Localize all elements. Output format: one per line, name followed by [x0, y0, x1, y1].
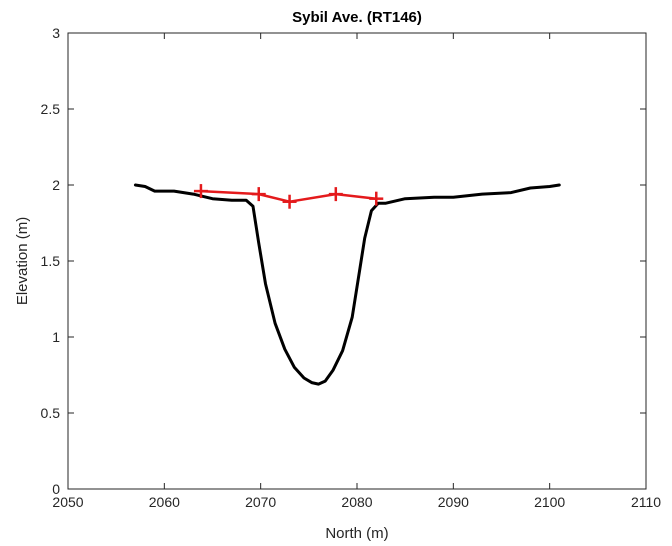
x-tick-label: 2050	[52, 494, 83, 510]
x-tick-label: 2060	[149, 494, 180, 510]
series-group	[133, 183, 561, 386]
survey-point	[328, 187, 343, 202]
y-tick-label: 2.5	[41, 101, 61, 117]
survey-point	[282, 194, 297, 209]
profile-line	[133, 183, 561, 386]
x-axis-label: North (m)	[325, 525, 388, 542]
x-tick-label: 2090	[438, 494, 469, 510]
axis-ticks: 2050 2060 2070 2080 2090 2100 2110 0 0.5 1 1.5 2 2.5…	[41, 25, 662, 510]
x-tick-label: 2070	[245, 494, 276, 510]
y-tick-label: 1	[52, 329, 60, 345]
chart-title: Sybil Ave. (RT146)	[292, 9, 422, 26]
y-tick-label: 3	[52, 25, 60, 41]
x-tick-label: 2110	[631, 494, 661, 510]
x-tick-label: 2100	[534, 494, 565, 510]
y-tick-label: 0	[52, 481, 60, 497]
x-tick-label: 2080	[341, 494, 372, 510]
survey-point	[369, 191, 384, 206]
y-tick-label: 0.5	[41, 405, 61, 421]
y-tick-label: 1.5	[41, 253, 61, 269]
plot-area	[67, 32, 647, 490]
y-tick-label: 2	[52, 177, 60, 193]
y-axis-label: Elevation (m)	[14, 217, 31, 305]
survey-point	[251, 187, 266, 202]
survey-point	[193, 184, 208, 199]
